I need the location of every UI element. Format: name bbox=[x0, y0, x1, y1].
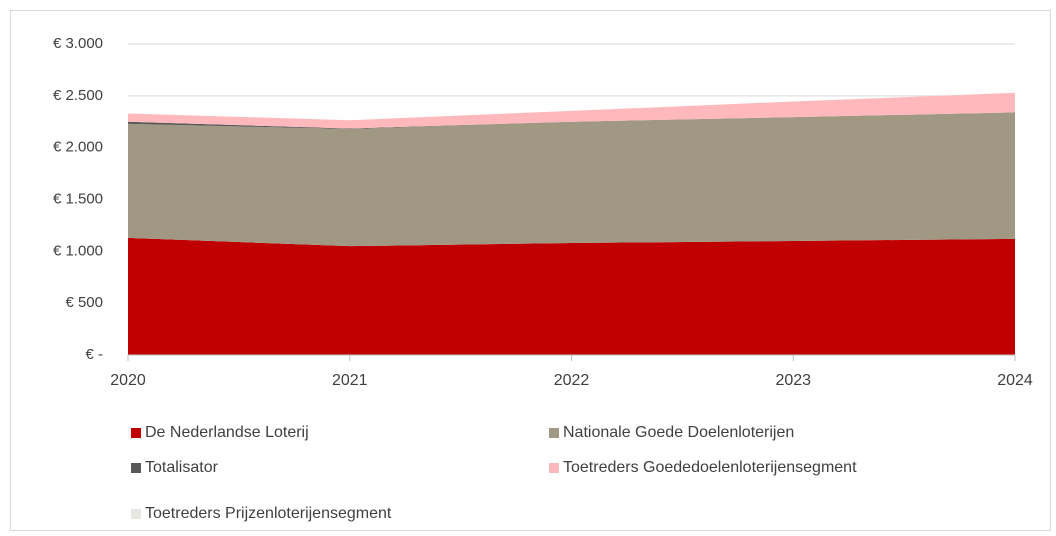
legend-label: Toetreders Prijzenloterijensegment bbox=[145, 505, 392, 522]
x-tick-label: 2020 bbox=[110, 372, 146, 389]
legend-label: De Nederlandse Loterij bbox=[145, 424, 309, 441]
x-tick-label: 2022 bbox=[554, 372, 590, 389]
legend-label: Toetreders Goededoelenloterijensegment bbox=[563, 459, 857, 476]
area bbox=[128, 92, 1015, 129]
x-tick-label: 2024 bbox=[997, 372, 1033, 389]
area bbox=[128, 237, 1015, 355]
legend-swatch bbox=[549, 428, 559, 438]
x-tick-label: 2023 bbox=[775, 372, 811, 389]
x-tick-label: 2021 bbox=[332, 372, 368, 389]
y-tick-label: € 1.500 bbox=[53, 190, 103, 207]
legend-swatch bbox=[131, 428, 141, 438]
legend-swatch bbox=[131, 509, 141, 519]
area bbox=[128, 112, 1015, 247]
y-tick-label: € 3.000 bbox=[53, 35, 103, 52]
y-tick-label: € 1.000 bbox=[53, 242, 103, 259]
y-tick-label: € - bbox=[85, 346, 103, 363]
y-tick-label: € 500 bbox=[65, 294, 103, 311]
y-tick-label: € 2.500 bbox=[53, 87, 103, 104]
legend-swatch bbox=[549, 463, 559, 473]
legend-label: Totalisator bbox=[145, 459, 219, 476]
legend-swatch bbox=[131, 463, 141, 473]
y-tick-label: € 2.000 bbox=[53, 139, 103, 156]
legend-label: Nationale Goede Doelenloterijen bbox=[563, 424, 794, 441]
